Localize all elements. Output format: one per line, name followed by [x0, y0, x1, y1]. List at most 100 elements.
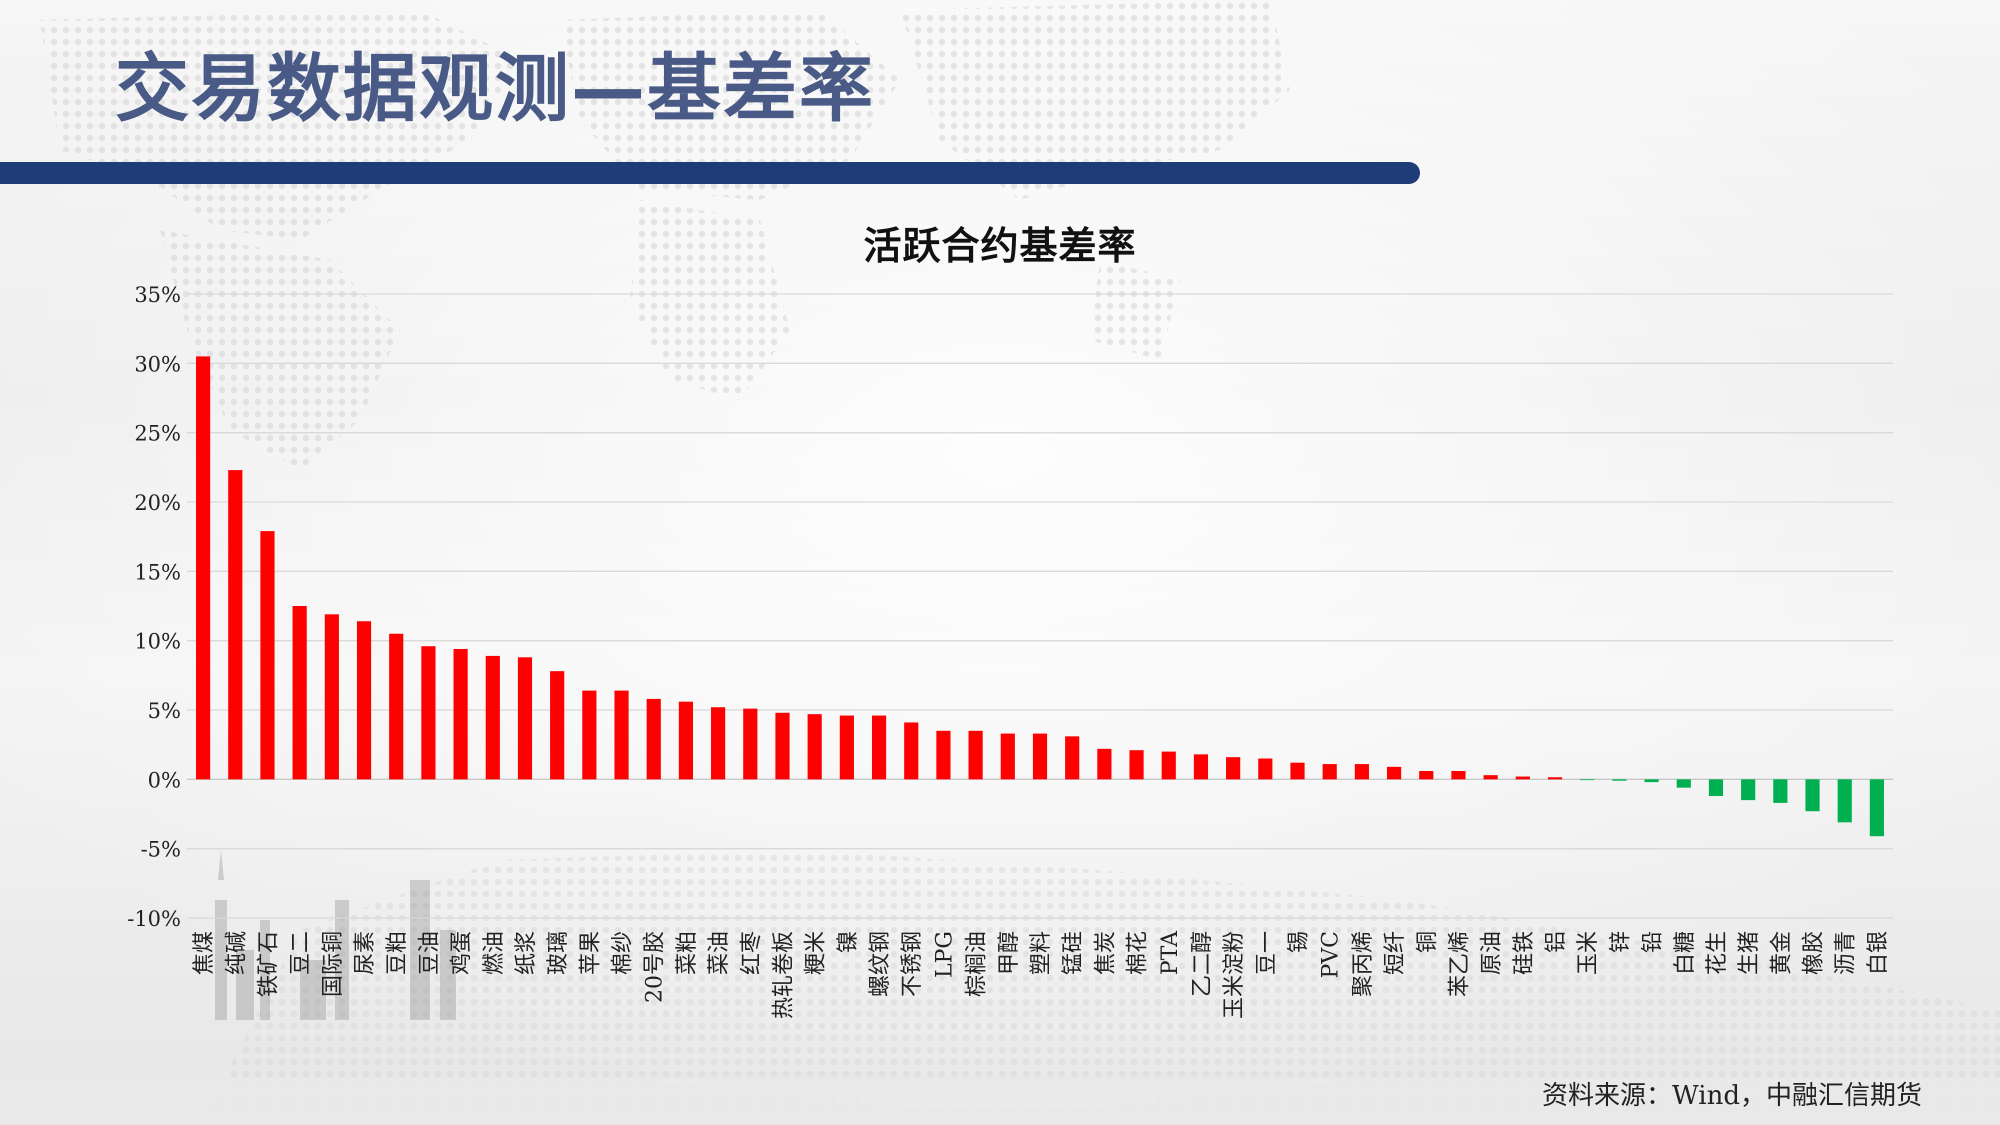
x-category-label: 焦煤 [192, 931, 217, 975]
bar-不锈钢 [904, 722, 919, 780]
x-category-label: 20号胶 [643, 931, 668, 1003]
bar-铜 [1419, 771, 1434, 780]
x-category-label: 豆粕 [385, 931, 410, 975]
bar-豆油 [421, 646, 436, 780]
y-tick-label: 15% [134, 560, 181, 584]
bar-国际铜 [324, 614, 339, 780]
x-category-label: 菜粕 [675, 931, 700, 975]
x-category-label: 硅铁 [1512, 931, 1537, 975]
x-category-label: 短纤 [1383, 931, 1408, 975]
x-category-label: 棉花 [1126, 931, 1151, 975]
y-tick-label: 25% [134, 422, 181, 446]
bar-黄金 [1773, 779, 1788, 803]
bar-白糖 [1676, 779, 1691, 788]
x-category-label: 原油 [1480, 931, 1505, 975]
x-category-label: 豆一 [1254, 931, 1279, 975]
bar-红枣 [743, 708, 758, 780]
bar-乙二醇 [1193, 754, 1209, 780]
bar-菜油 [711, 707, 726, 780]
bar-玻璃 [550, 671, 565, 780]
bar-铁矿石 [260, 531, 275, 780]
chart-bars [196, 356, 1884, 837]
bar-纯碱 [228, 470, 243, 780]
x-axis-category-labels: 焦煤 纯碱 铁矿石 豆二 国际铜 尿素 豆粕 豆油 鸡蛋 燃油 纸浆 玻璃 苹果 棉纱 20号胶 菜粕 菜油 红枣… [192, 930, 1891, 1019]
bar-棉花 [1129, 750, 1144, 780]
y-tick-label: -5% [141, 838, 181, 862]
bar-短纤 [1386, 766, 1402, 780]
bar-锰硅 [1065, 736, 1080, 780]
bar-铝 [1547, 777, 1563, 780]
bar-棕榈油 [968, 730, 983, 780]
x-category-label: LPG [932, 931, 957, 978]
x-category-label: 国际铜 [321, 931, 346, 997]
bar-苹果 [582, 690, 597, 780]
x-category-label: 燃油 [482, 931, 507, 975]
y-tick-label: -10% [127, 907, 181, 931]
bar-纸浆 [517, 657, 533, 780]
x-category-label: 锰硅 [1061, 931, 1086, 975]
y-tick-label: 20% [134, 491, 181, 515]
y-tick-label: 10% [134, 630, 181, 654]
bar-聚丙烯 [1354, 764, 1369, 780]
bar-豆二 [292, 606, 307, 780]
x-category-label: PTA [1158, 930, 1183, 975]
bar-硅铁 [1515, 776, 1530, 780]
x-category-label: 橡胶 [1802, 931, 1827, 975]
bar-焦煤 [196, 356, 211, 780]
x-category-label: 玉米淀粉 [1222, 931, 1247, 1019]
x-category-label: 铜 [1415, 931, 1440, 953]
bar-PVC [1322, 764, 1337, 780]
x-category-label: 镍 [836, 931, 861, 953]
y-tick-label: 30% [134, 352, 181, 376]
slide-title: 交易数据观测—基差率 [115, 46, 875, 132]
x-category-label: 菜油 [707, 931, 732, 975]
x-category-label: 螺纹钢 [868, 931, 893, 997]
bar-菜粕 [678, 701, 693, 780]
bar-LPG [936, 730, 951, 780]
x-category-label: 铅 [1641, 931, 1666, 953]
x-category-label: 黄金 [1769, 931, 1794, 975]
bar-铅 [1644, 779, 1659, 783]
x-category-label: 聚丙烯 [1351, 931, 1376, 997]
x-category-label: 玉米 [1576, 931, 1601, 975]
y-tick-label: 35% [134, 283, 181, 307]
x-category-label: 鸡蛋 [450, 931, 475, 975]
bar-鸡蛋 [453, 648, 468, 780]
x-category-label: 棉纱 [611, 931, 636, 975]
x-category-label: 苹果 [578, 931, 603, 975]
x-category-label: 粳米 [804, 931, 829, 975]
bar-镍 [839, 715, 854, 780]
bar-20号胶 [646, 698, 661, 780]
bar-锌 [1612, 779, 1627, 781]
y-tick-label: 0% [148, 768, 181, 792]
x-category-label: 塑料 [1029, 931, 1054, 975]
bar-热轧卷板 [775, 712, 790, 780]
x-category-label: 玻璃 [546, 931, 571, 975]
bar-塑料 [1032, 733, 1048, 780]
bar-棉纱 [614, 690, 629, 780]
bar-粳米 [807, 714, 822, 780]
bar-原油 [1483, 775, 1498, 780]
bar-苯乙烯 [1451, 771, 1466, 780]
x-category-label: 纸浆 [514, 931, 539, 975]
x-category-label: 热轧卷板 [771, 931, 796, 1019]
x-category-label: 白银 [1866, 931, 1891, 975]
bar-焦炭 [1097, 748, 1112, 780]
chart-gridlines [187, 293, 1893, 919]
x-category-label: 不锈钢 [900, 931, 925, 997]
bar-沥青 [1837, 779, 1852, 823]
bar-豆粕 [389, 633, 404, 780]
x-category-label: 苯乙烯 [1447, 931, 1472, 997]
x-category-label: 乙二醇 [1190, 931, 1215, 997]
bar-玉米 [1580, 779, 1595, 781]
bar-白银 [1869, 779, 1884, 837]
x-category-label: 铁矿石 [256, 931, 281, 997]
bar-豆一 [1258, 758, 1273, 780]
x-category-label: 铝 [1544, 931, 1569, 953]
bar-尿素 [356, 621, 372, 780]
x-category-label: 红枣 [739, 931, 764, 975]
bar-花生 [1708, 779, 1724, 796]
